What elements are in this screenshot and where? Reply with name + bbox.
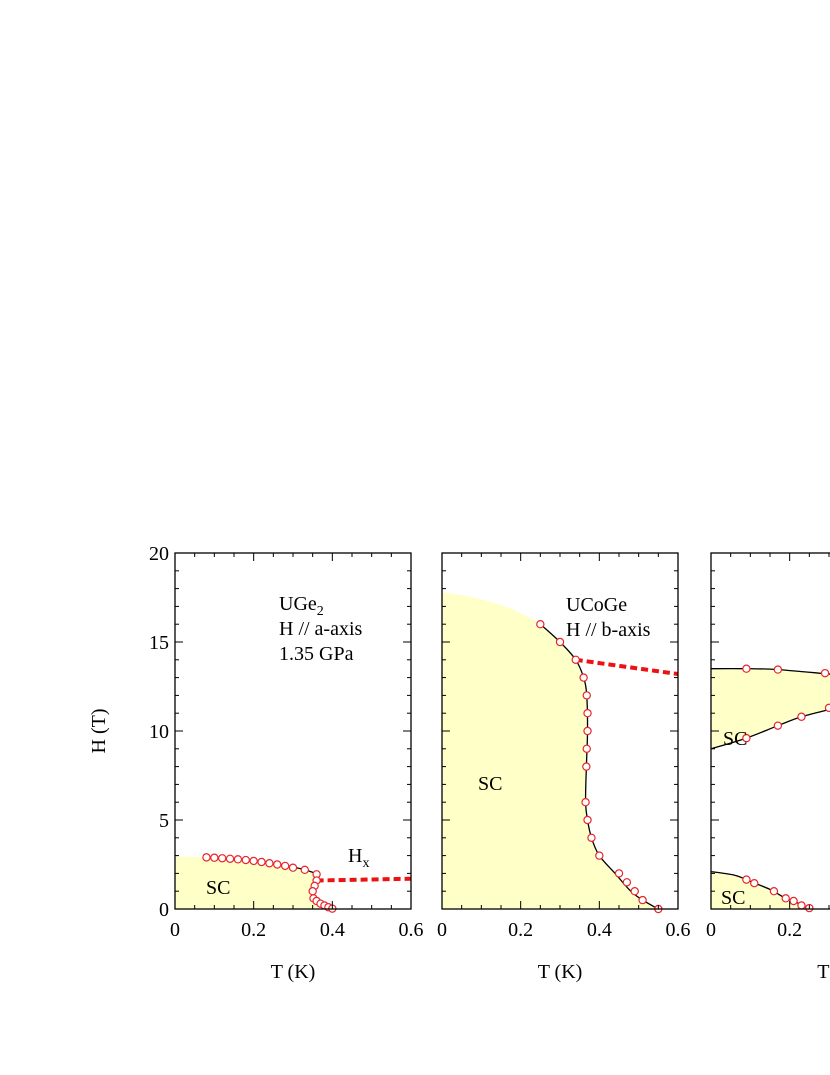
data-point — [233, 855, 243, 864]
data-point — [202, 853, 211, 862]
sc-upper-region-fill — [711, 668, 830, 749]
data-point — [742, 733, 751, 743]
y-axis-label: H (T) — [88, 709, 110, 754]
data-point — [300, 865, 309, 875]
sc-upper-region-label: SC — [723, 728, 747, 750]
x-tick-label: 0.2 — [777, 919, 802, 941]
annotation-field-direction: H // b-axis — [566, 619, 651, 641]
data-point — [742, 875, 751, 884]
hx-dashed-line — [316, 876, 412, 883]
data-point — [210, 853, 219, 862]
data-point — [225, 854, 235, 864]
data-point — [614, 869, 624, 878]
data-point — [820, 668, 830, 678]
data-point — [579, 673, 588, 682]
data-point — [587, 833, 596, 843]
hx-label: Hx — [348, 845, 369, 871]
hx-subscript: x — [362, 856, 369, 871]
data-point — [555, 637, 565, 647]
hx-dashed-line — [575, 657, 679, 677]
data-point — [769, 887, 779, 896]
data-point — [582, 762, 591, 771]
x-tick-label: 0 — [437, 919, 447, 941]
data-point — [773, 721, 783, 730]
annotation-compound: UGe2 — [279, 593, 324, 619]
data-point — [583, 815, 592, 825]
sc-region-fill — [442, 592, 659, 909]
data-point — [789, 896, 798, 906]
x-tick-label: 0 — [170, 919, 180, 941]
annotation-compound: UCoGe — [566, 594, 627, 616]
y-tick-label: 5 — [159, 810, 169, 832]
data-point — [750, 878, 759, 888]
data-point — [797, 901, 806, 910]
x-axis-label: T (K) — [271, 961, 316, 983]
x-tick-label: 0.4 — [320, 919, 345, 941]
data-point — [217, 854, 227, 863]
y-tick-label: 10 — [149, 721, 169, 743]
x-tick-label: 0.6 — [666, 919, 691, 941]
sc-region-label: SC — [206, 877, 230, 899]
x-axis-label: T ( — [817, 961, 830, 983]
sc-region-label: SC — [478, 773, 502, 795]
data-point — [273, 860, 282, 869]
x-tick-label: 0.2 — [508, 919, 533, 941]
data-point — [280, 861, 290, 871]
data-point — [249, 856, 258, 866]
data-point — [630, 887, 639, 896]
data-point — [797, 712, 806, 721]
data-point — [257, 857, 266, 867]
x-tick-label: 0.6 — [399, 919, 424, 941]
data-point — [582, 744, 591, 754]
y-tick-label: 20 — [149, 543, 169, 565]
annotation-field-direction: H // a-axis — [279, 618, 363, 640]
data-point — [781, 894, 790, 903]
x-tick-label: 0 — [706, 919, 716, 941]
data-point — [583, 709, 592, 718]
data-point — [571, 655, 580, 665]
data-point — [265, 859, 274, 868]
data-point — [824, 703, 830, 713]
data-point — [241, 855, 250, 865]
data-point — [622, 878, 632, 887]
data-point — [773, 665, 783, 674]
data-point — [536, 620, 545, 629]
y-tick-label: 0 — [159, 899, 169, 921]
panel-third-compound: 0 0.2 T ( SC SC — [706, 552, 830, 983]
data-point — [595, 851, 604, 860]
x-tick-label: 0.4 — [587, 919, 612, 941]
x-axis-label: T (K) — [538, 961, 583, 983]
data-point — [638, 895, 647, 905]
data-point — [581, 798, 590, 807]
data-point — [582, 691, 591, 700]
data-point — [583, 726, 592, 736]
data-point — [308, 887, 317, 896]
sc-lower-region-label: SC — [721, 887, 745, 909]
annotation-pressure: 1.35 GPa — [279, 643, 354, 665]
data-point — [742, 664, 751, 673]
y-tick-label: 15 — [149, 632, 169, 654]
data-point — [288, 863, 298, 872]
panel-ucoge: 0 0.2 0.4 0.6 T (K) UCoGe H // b-axis SC — [437, 552, 691, 983]
x-tick-label: 0.2 — [241, 919, 266, 941]
annotation-subscript: 2 — [317, 604, 324, 619]
